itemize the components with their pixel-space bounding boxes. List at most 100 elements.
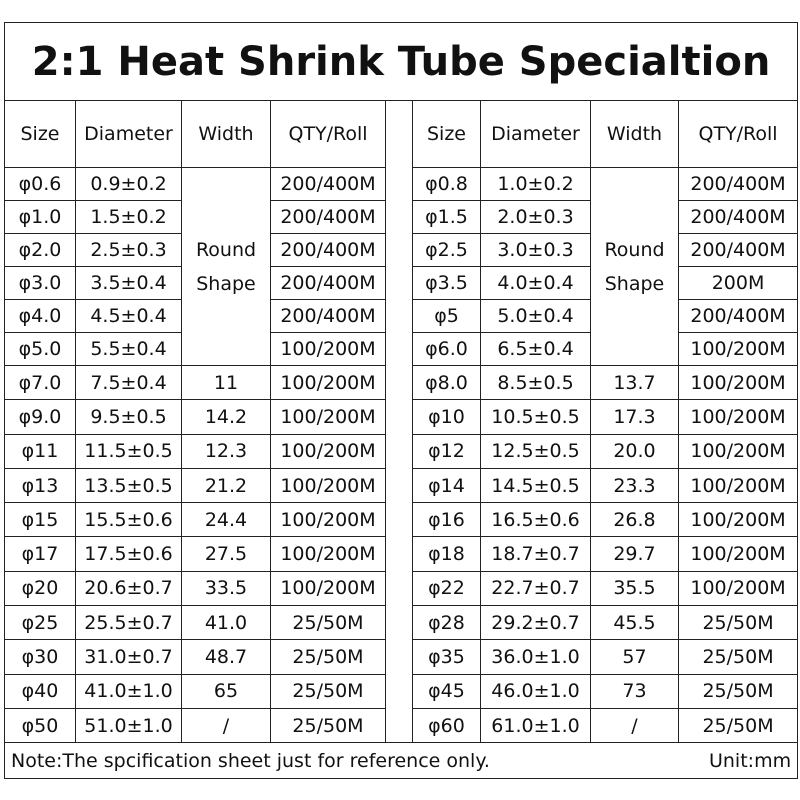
qty-cell: 100/200M (677, 502, 799, 538)
data-row: φ50 51.0±1.0/25/50M φ60 61.0±1.0/25/50M (4, 707, 799, 744)
diameter-cell: 17.5±0.6 (75, 536, 182, 572)
qty-cell: 200/400M (677, 233, 799, 267)
qty-cell: 25/50M (677, 639, 799, 675)
width-cell: / (590, 707, 679, 744)
size-cell: φ10 (412, 399, 481, 435)
qty-cell: 200/400M (677, 200, 799, 234)
width-cell: 23.3 (590, 467, 679, 504)
size-cell: φ7.0 (4, 364, 76, 401)
size-cell: φ4.0 (4, 299, 76, 333)
width-cell: Round Shape (590, 167, 679, 366)
width-cell: 65 (181, 673, 271, 709)
width-cell: Round Shape (181, 167, 271, 366)
header-cell: Size (4, 100, 76, 168)
width-cell: 57 (590, 639, 679, 675)
width-cell: 13.7 (590, 364, 679, 401)
diameter-cell: 36.0±1.0 (480, 639, 591, 675)
qty-cell: 100/200M (677, 332, 799, 366)
size-cell: φ11 (4, 433, 76, 469)
size-cell: φ13 (4, 467, 76, 504)
header-cell: QTY/Roll (677, 100, 799, 168)
title-row: 2:1 Heat Shrink Tube Specialtion (3, 22, 799, 101)
size-cell: φ5.0 (4, 332, 76, 366)
diameter-cell: 3.0±0.3 (480, 233, 591, 267)
width-cell: 29.7 (590, 536, 679, 572)
qty-cell: 100/200M (677, 364, 799, 401)
qty-cell: 200/400M (270, 200, 386, 234)
qty-cell: 100/200M (677, 399, 799, 435)
diameter-cell: 4.5±0.4 (75, 299, 182, 333)
diameter-cell: 20.6±0.7 (75, 570, 182, 607)
data-row: φ20 20.6±0.7 33.5 100/200M φ22 22.7±0.7 35.5 10… (4, 570, 799, 607)
width-cell: 24.4 (181, 502, 271, 538)
diameter-cell: 15.5±0.6 (75, 502, 182, 538)
diameter-cell: 22.7±0.7 (480, 570, 591, 607)
data-row: φ13 13.5±0.5 21.2 100/200M φ14 14.5±0.5 23.3 10… (4, 467, 799, 504)
size-cell: φ16 (412, 502, 481, 538)
qty-cell: 25/50M (270, 707, 386, 744)
diameter-cell: 8.5±0.5 (480, 364, 591, 401)
width-cell: 45.5 (590, 605, 679, 641)
qty-cell: 100/200M (270, 467, 386, 504)
data-row: φ17 17.5±0.6 27.5 100/200M φ18 18.7±0.7 29.7 10… (4, 536, 799, 572)
diameter-cell: 0.9±0.2 (75, 167, 182, 201)
qty-cell: 25/50M (270, 639, 386, 675)
qty-cell: 200/400M (270, 233, 386, 267)
qty-cell: 200M (677, 266, 799, 300)
qty-cell: 100/200M (677, 570, 799, 607)
diameter-cell: 9.5±0.5 (75, 399, 182, 435)
diameter-cell: 14.5±0.5 (480, 467, 591, 504)
size-cell: φ3.5 (412, 266, 481, 300)
qty-cell: 100/200M (270, 536, 386, 572)
width-cell: 35.5 (590, 570, 679, 607)
qty-cell: 200/400M (270, 299, 386, 333)
size-cell: φ1.5 (412, 200, 481, 234)
width-cell: 21.2 (181, 467, 271, 504)
size-cell: φ18 (412, 536, 481, 572)
diameter-cell: 2.0±0.3 (480, 200, 591, 234)
diameter-cell: 41.0±1.0 (75, 673, 182, 709)
size-cell: φ6.0 (412, 332, 481, 366)
diameter-cell: 1.5±0.2 (75, 200, 182, 234)
diameter-cell: 4.0±0.4 (480, 266, 591, 300)
size-cell: φ25 (4, 605, 76, 641)
size-cell: φ0.6 (4, 167, 76, 201)
qty-cell: 100/200M (270, 399, 386, 435)
header-cell: Width (590, 100, 679, 168)
qty-cell: 200/400M (677, 167, 799, 201)
data-row: φ7.0 7.5±0.4 11 100/200M φ8.0 8.5±0.5 13.7 100/… (4, 364, 799, 401)
data-row: φ2.0 2.5±0.3 200/400M φ2.5 3.0±0.3 200/400M (4, 233, 799, 267)
qty-cell: 100/200M (677, 536, 799, 572)
data-row: φ3.0 3.5±0.4 200/400M φ3.5 4.0±0.4 200M (4, 266, 799, 300)
size-cell: φ45 (412, 673, 481, 709)
width-cell: 41.0 (181, 605, 271, 641)
size-cell: φ17 (4, 536, 76, 572)
width-cell: 11 (181, 364, 271, 401)
diameter-cell: 29.2±0.7 (480, 605, 591, 641)
diameter-cell: 31.0±0.7 (75, 639, 182, 675)
diameter-cell: 5.5±0.4 (75, 332, 182, 366)
qty-cell: 100/200M (270, 364, 386, 401)
size-cell: φ40 (4, 673, 76, 709)
qty-cell: 200/400M (270, 266, 386, 300)
qty-cell: 25/50M (677, 707, 799, 744)
diameter-cell: 16.5±0.6 (480, 502, 591, 538)
header-cell: Size (412, 100, 481, 168)
size-cell: φ1.0 (4, 200, 76, 234)
size-cell: φ9.0 (4, 399, 76, 435)
header-cell: QTY/Roll (270, 100, 386, 168)
footer: Note:The spcification sheet just for ref… (3, 742, 799, 780)
title: 2:1 Heat Shrink Tube Specialtion (3, 22, 799, 101)
width-cell: 48.7 (181, 639, 271, 675)
diameter-cell: 10.5±0.5 (480, 399, 591, 435)
size-cell: φ20 (4, 570, 76, 607)
table-body: 2:1 Heat Shrink Tube Specialtion Size Dia… (3, 22, 799, 780)
unit: Unit:mm (708, 749, 792, 772)
qty-cell: 25/50M (270, 605, 386, 641)
size-cell: φ60 (412, 707, 481, 744)
header-cell: Diameter (75, 100, 182, 168)
diameter-cell: 13.5±0.5 (75, 467, 182, 504)
data-row: φ25 25.5±0.7 41.0 25/50M φ28 29.2±0.7 45.5 25/5… (4, 605, 799, 641)
size-cell: φ12 (412, 433, 481, 469)
size-cell: φ3.0 (4, 266, 76, 300)
